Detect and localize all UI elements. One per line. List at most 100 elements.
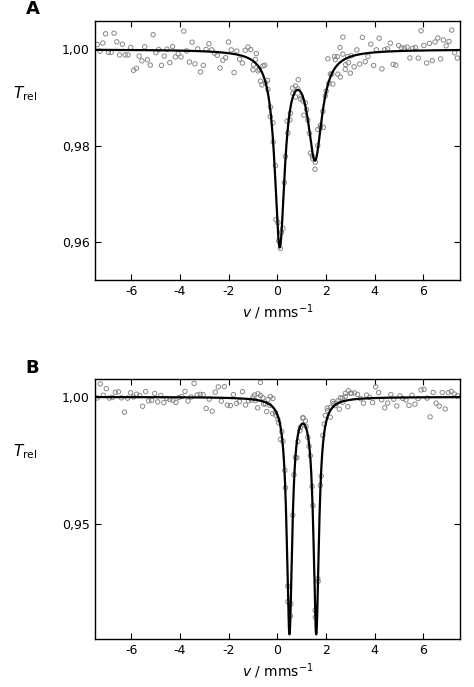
Point [194, 43, 201, 54]
Point [362, 56, 369, 67]
Point [200, 390, 207, 401]
Point [431, 36, 439, 47]
Point [105, 47, 112, 58]
Point [336, 404, 343, 415]
Point [175, 392, 183, 403]
Point [279, 223, 287, 234]
Point [359, 32, 366, 43]
Point [252, 395, 259, 406]
Point [426, 412, 434, 423]
Point [284, 581, 292, 592]
Point [269, 117, 277, 128]
Point [301, 416, 309, 427]
Point [255, 64, 263, 75]
Point [354, 389, 361, 400]
Point [319, 430, 327, 441]
Point [130, 65, 137, 76]
Point [434, 32, 442, 43]
Point [341, 391, 349, 402]
Point [311, 164, 319, 174]
Point [245, 395, 252, 406]
Point [393, 401, 401, 412]
Point [144, 54, 151, 65]
Point [99, 38, 107, 49]
Point [267, 391, 274, 402]
Point [437, 54, 445, 65]
Point [208, 45, 216, 56]
Point [341, 64, 349, 75]
Point [172, 397, 180, 408]
Point [319, 106, 327, 117]
Point [297, 422, 304, 433]
Point [185, 56, 193, 67]
Point [256, 377, 264, 388]
Point [314, 140, 321, 151]
Point [387, 389, 394, 400]
Point [121, 407, 128, 418]
Point [441, 403, 449, 414]
Point [392, 60, 400, 71]
Point [309, 500, 317, 511]
Point [261, 60, 268, 71]
Point [155, 44, 163, 55]
Point [357, 393, 365, 404]
Point [423, 392, 431, 403]
Point [289, 82, 296, 93]
Point [287, 611, 294, 622]
Point [436, 401, 443, 412]
Point [454, 390, 461, 401]
Point [375, 387, 383, 398]
Point [329, 396, 337, 407]
Point [169, 41, 176, 52]
Point [428, 55, 436, 66]
Point [224, 400, 231, 411]
Point [364, 51, 372, 62]
Point [275, 418, 283, 429]
Point [181, 386, 189, 397]
Point [417, 385, 425, 396]
Point [353, 45, 361, 56]
Point [148, 395, 155, 406]
Point [251, 390, 258, 401]
Point [324, 54, 332, 65]
Point [160, 51, 168, 62]
Point [384, 398, 392, 409]
Point [345, 385, 352, 396]
Point [219, 55, 227, 66]
Point [375, 33, 383, 44]
Point [249, 392, 257, 403]
Point [272, 160, 279, 171]
Point [257, 390, 264, 401]
Point [317, 120, 324, 131]
X-axis label: $v$ / mms$^{-1}$: $v$ / mms$^{-1}$ [242, 302, 313, 322]
Point [321, 91, 329, 102]
Point [401, 43, 408, 54]
Point [133, 389, 140, 400]
Point [183, 45, 191, 56]
Point [399, 393, 407, 404]
Point [367, 38, 374, 49]
Point [292, 452, 299, 463]
Point [146, 60, 154, 71]
Point [337, 42, 344, 53]
Point [267, 102, 274, 113]
Point [390, 394, 398, 405]
Point [297, 93, 304, 104]
Point [196, 389, 204, 400]
Point [305, 441, 313, 452]
Point [398, 43, 405, 54]
Point [323, 403, 331, 414]
Point [272, 407, 279, 418]
Point [403, 42, 411, 53]
Point [228, 45, 235, 56]
Point [322, 86, 330, 97]
Point [225, 36, 232, 47]
Point [408, 390, 416, 401]
Point [287, 108, 294, 119]
Point [218, 396, 225, 407]
Point [178, 391, 186, 402]
Point [239, 386, 246, 397]
Point [197, 67, 204, 78]
Point [210, 47, 218, 58]
Point [324, 405, 332, 416]
